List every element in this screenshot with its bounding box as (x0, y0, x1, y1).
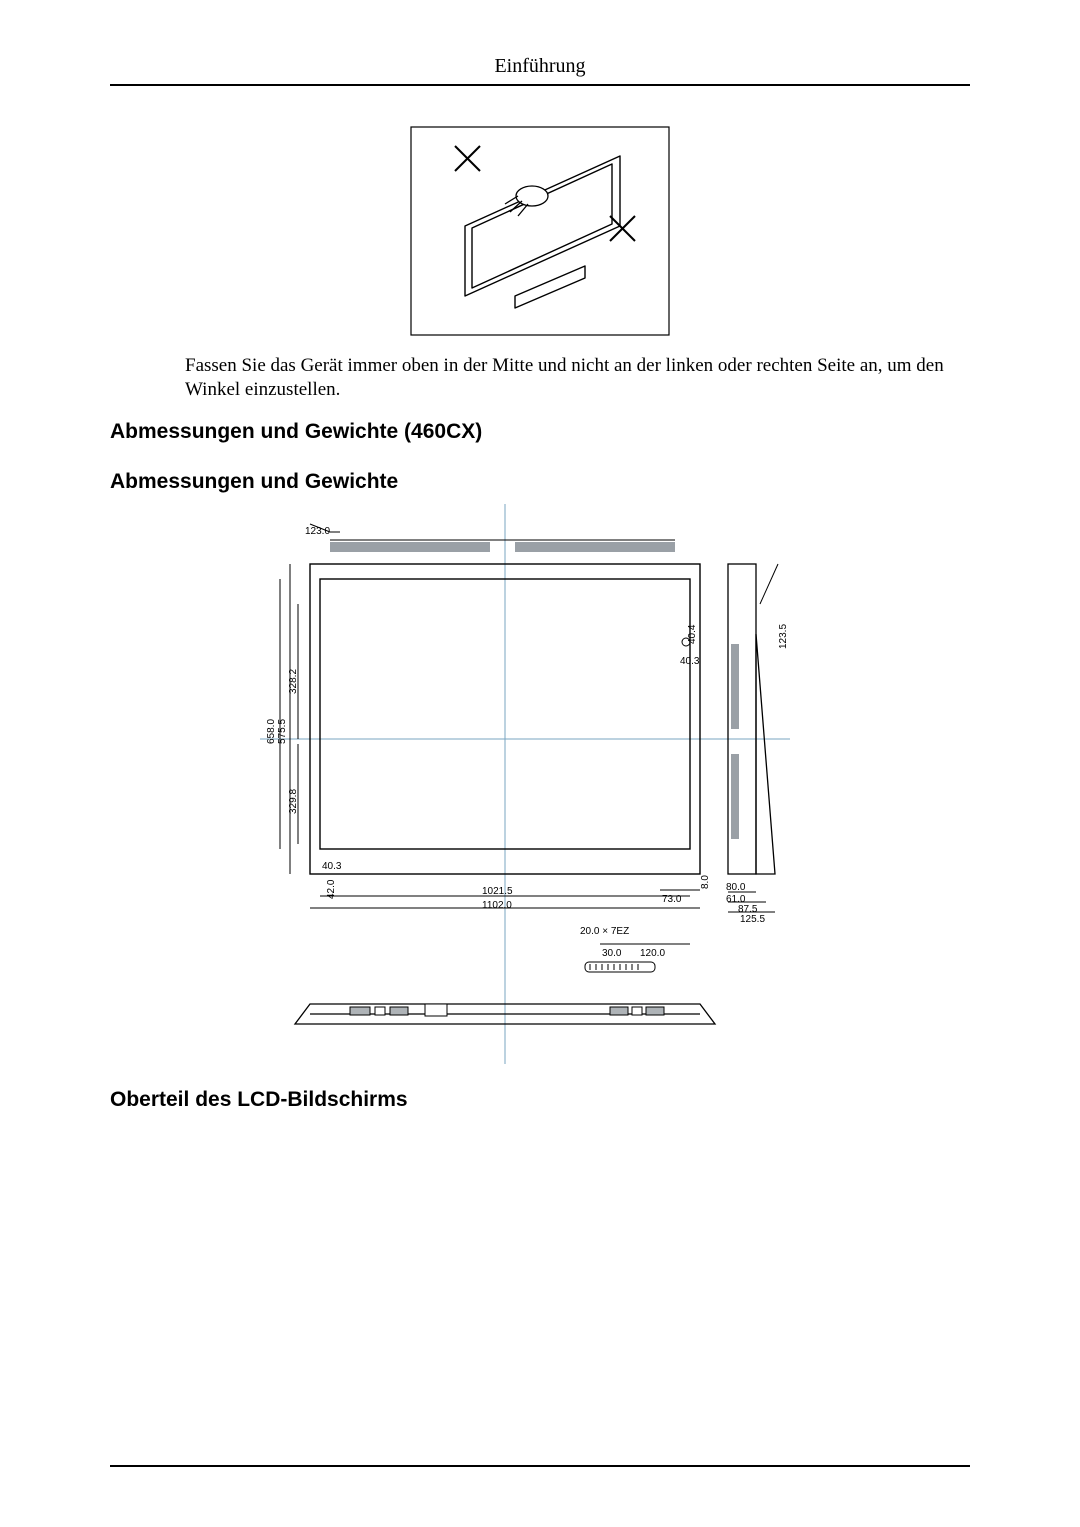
dim-stand-gap: 8.0 (700, 874, 711, 888)
figure-tilt-illustration (110, 126, 970, 336)
dim-depth4: 125.5 (740, 914, 765, 925)
heading-lcd-top: Oberteil des LCD-Bildschirms (110, 1088, 970, 1112)
dim-top: 123.0 (305, 526, 330, 537)
heading-dimensions: Abmessungen und Gewichte (110, 470, 970, 494)
dimensions-svg: 123.0 658.0 575.5 328.2 329.8 40.3 42.0 … (230, 504, 850, 1064)
dim-right-small: 73.0 (662, 894, 682, 905)
dim-bl1: 40.3 (322, 861, 342, 872)
dim-side-label: 123.5 (778, 623, 789, 648)
page-header: Einführung (110, 55, 970, 86)
dim-rvt2: 40.3 (680, 656, 700, 667)
footer-rule (110, 1465, 970, 1467)
dim-width-inner: 1021.5 (482, 886, 513, 897)
dim-left-inner-bot: 329.8 (288, 788, 299, 813)
page: Einführung (0, 0, 1080, 1527)
dim-depth1: 80.0 (726, 882, 746, 893)
dim-left-mid: 575.5 (277, 718, 288, 743)
dim-slot-d2: 120.0 (640, 948, 665, 959)
figure-dimensions: 123.0 658.0 575.5 328.2 329.8 40.3 42.0 … (110, 504, 970, 1064)
figure-caption: Fassen Sie das Gerät immer oben in der M… (110, 354, 970, 402)
dim-rvt: 40.4 (687, 624, 698, 644)
dim-slot: 20.0 × 7EZ (580, 926, 629, 937)
tilt-svg (410, 126, 670, 336)
heading-dimensions-model: Abmessungen und Gewichte (460CX) (110, 420, 970, 444)
dim-slot-d1: 30.0 (602, 948, 622, 959)
dim-width-outer: 1102.0 (482, 900, 512, 911)
dim-left-outer: 658.0 (266, 718, 277, 743)
dim-left-inner-top: 328.2 (288, 668, 299, 693)
